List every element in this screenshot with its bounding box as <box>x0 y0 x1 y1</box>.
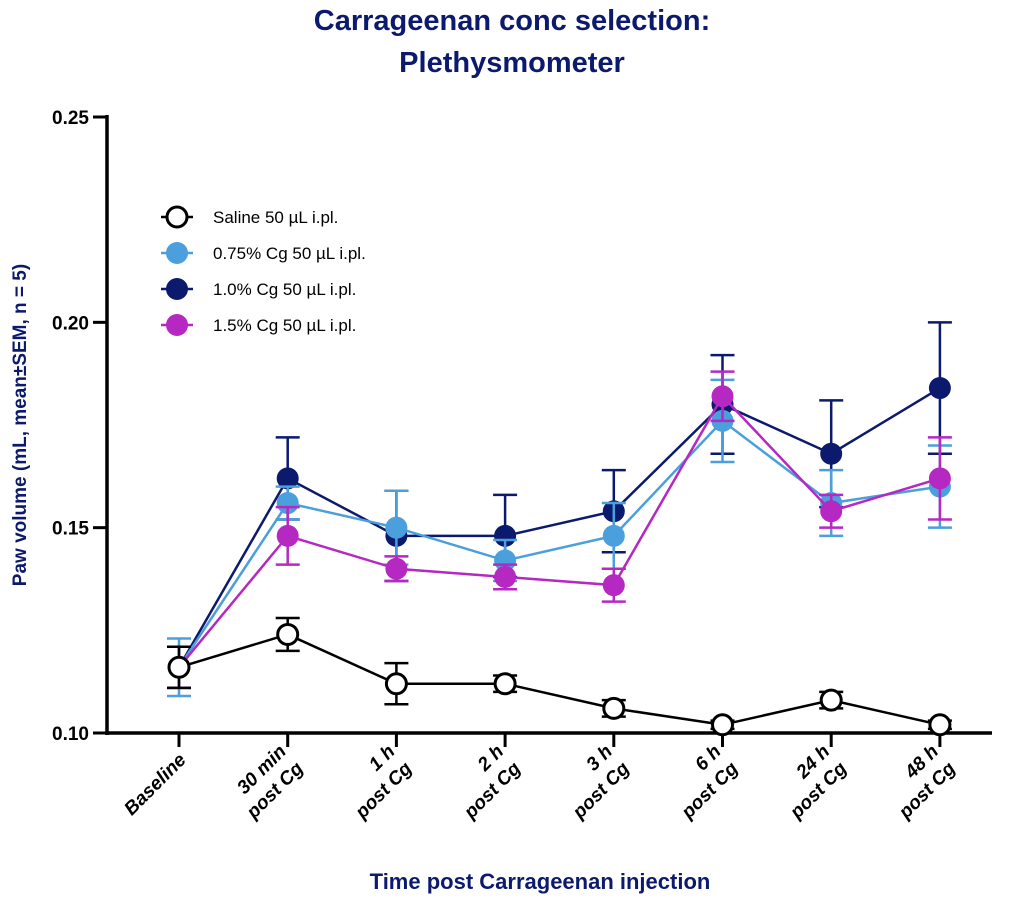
legend-marker <box>165 205 189 229</box>
data-point <box>276 492 299 515</box>
legend-marker <box>166 314 188 336</box>
series-line <box>178 633 941 727</box>
y-axis-label: Paw volume (mL, mean±SEM, n = 5) <box>10 264 31 586</box>
legend-item: 1.0% Cg 50 µL i.pl. <box>161 278 356 300</box>
data-point <box>602 574 625 597</box>
data-point <box>493 672 517 696</box>
data-point <box>819 688 843 712</box>
data-point <box>602 696 626 720</box>
data-point <box>167 655 191 679</box>
chart-title-line-2: Plethysmometer <box>399 47 625 79</box>
chart-title: Carrageenan conc selection: Plethysmomet… <box>314 5 710 79</box>
data-point <box>276 622 300 646</box>
data-point <box>494 565 517 588</box>
series-layer <box>167 321 952 737</box>
y-tick-label: 0.25 <box>52 108 89 129</box>
data-point <box>494 524 517 547</box>
data-point <box>820 442 843 465</box>
data-point <box>928 467 951 490</box>
data-point <box>385 516 408 539</box>
legend-label: 1.0% Cg 50 µL i.pl. <box>213 280 356 299</box>
data-point <box>820 500 843 523</box>
data-point <box>711 385 734 408</box>
data-point <box>384 672 408 696</box>
data-point <box>276 467 299 490</box>
data-point <box>928 377 951 400</box>
series-2 <box>167 321 952 690</box>
data-point <box>494 549 517 572</box>
series-line <box>178 394 941 669</box>
series-line <box>177 419 941 668</box>
data-point <box>602 524 625 547</box>
chart-title-line-1: Carrageenan conc selection: <box>314 5 710 37</box>
legend-label: 1.5% Cg 50 µL i.pl. <box>213 316 356 335</box>
data-point <box>385 557 408 580</box>
legend-label: Saline 50 µL i.pl. <box>213 208 338 227</box>
data-point <box>711 713 734 737</box>
legend: Saline 50 µL i.pl. 0.75% Cg 50 µL i.pl. 1.… <box>161 205 366 336</box>
legend-marker <box>166 242 188 264</box>
legend-item: 1.5% Cg 50 µL i.pl. <box>161 314 356 336</box>
data-point <box>276 524 299 547</box>
axes <box>105 115 992 735</box>
y-tick-label: 0.15 <box>52 519 89 540</box>
y-axis-ticks: 0.10 0.15 0.20 0.25 <box>52 108 107 745</box>
legend-label: 0.75% Cg 50 µL i.pl. <box>213 244 366 263</box>
data-point <box>928 713 952 737</box>
legend-item: 0.75% Cg 50 µL i.pl. <box>161 242 366 264</box>
x-axis-label: Time post Carrageenan injection <box>370 869 711 894</box>
y-tick-label: 0.20 <box>52 313 89 334</box>
x-tick-label: Baseline <box>120 749 190 819</box>
x-tick-label-line: Baseline <box>120 749 190 819</box>
y-tick-label: 0.10 <box>52 724 89 745</box>
legend-item: Saline 50 µL i.pl. <box>161 205 338 229</box>
series-3 <box>167 370 952 690</box>
series-line <box>177 386 941 668</box>
series-0 <box>167 616 952 737</box>
legend-marker <box>166 278 188 300</box>
